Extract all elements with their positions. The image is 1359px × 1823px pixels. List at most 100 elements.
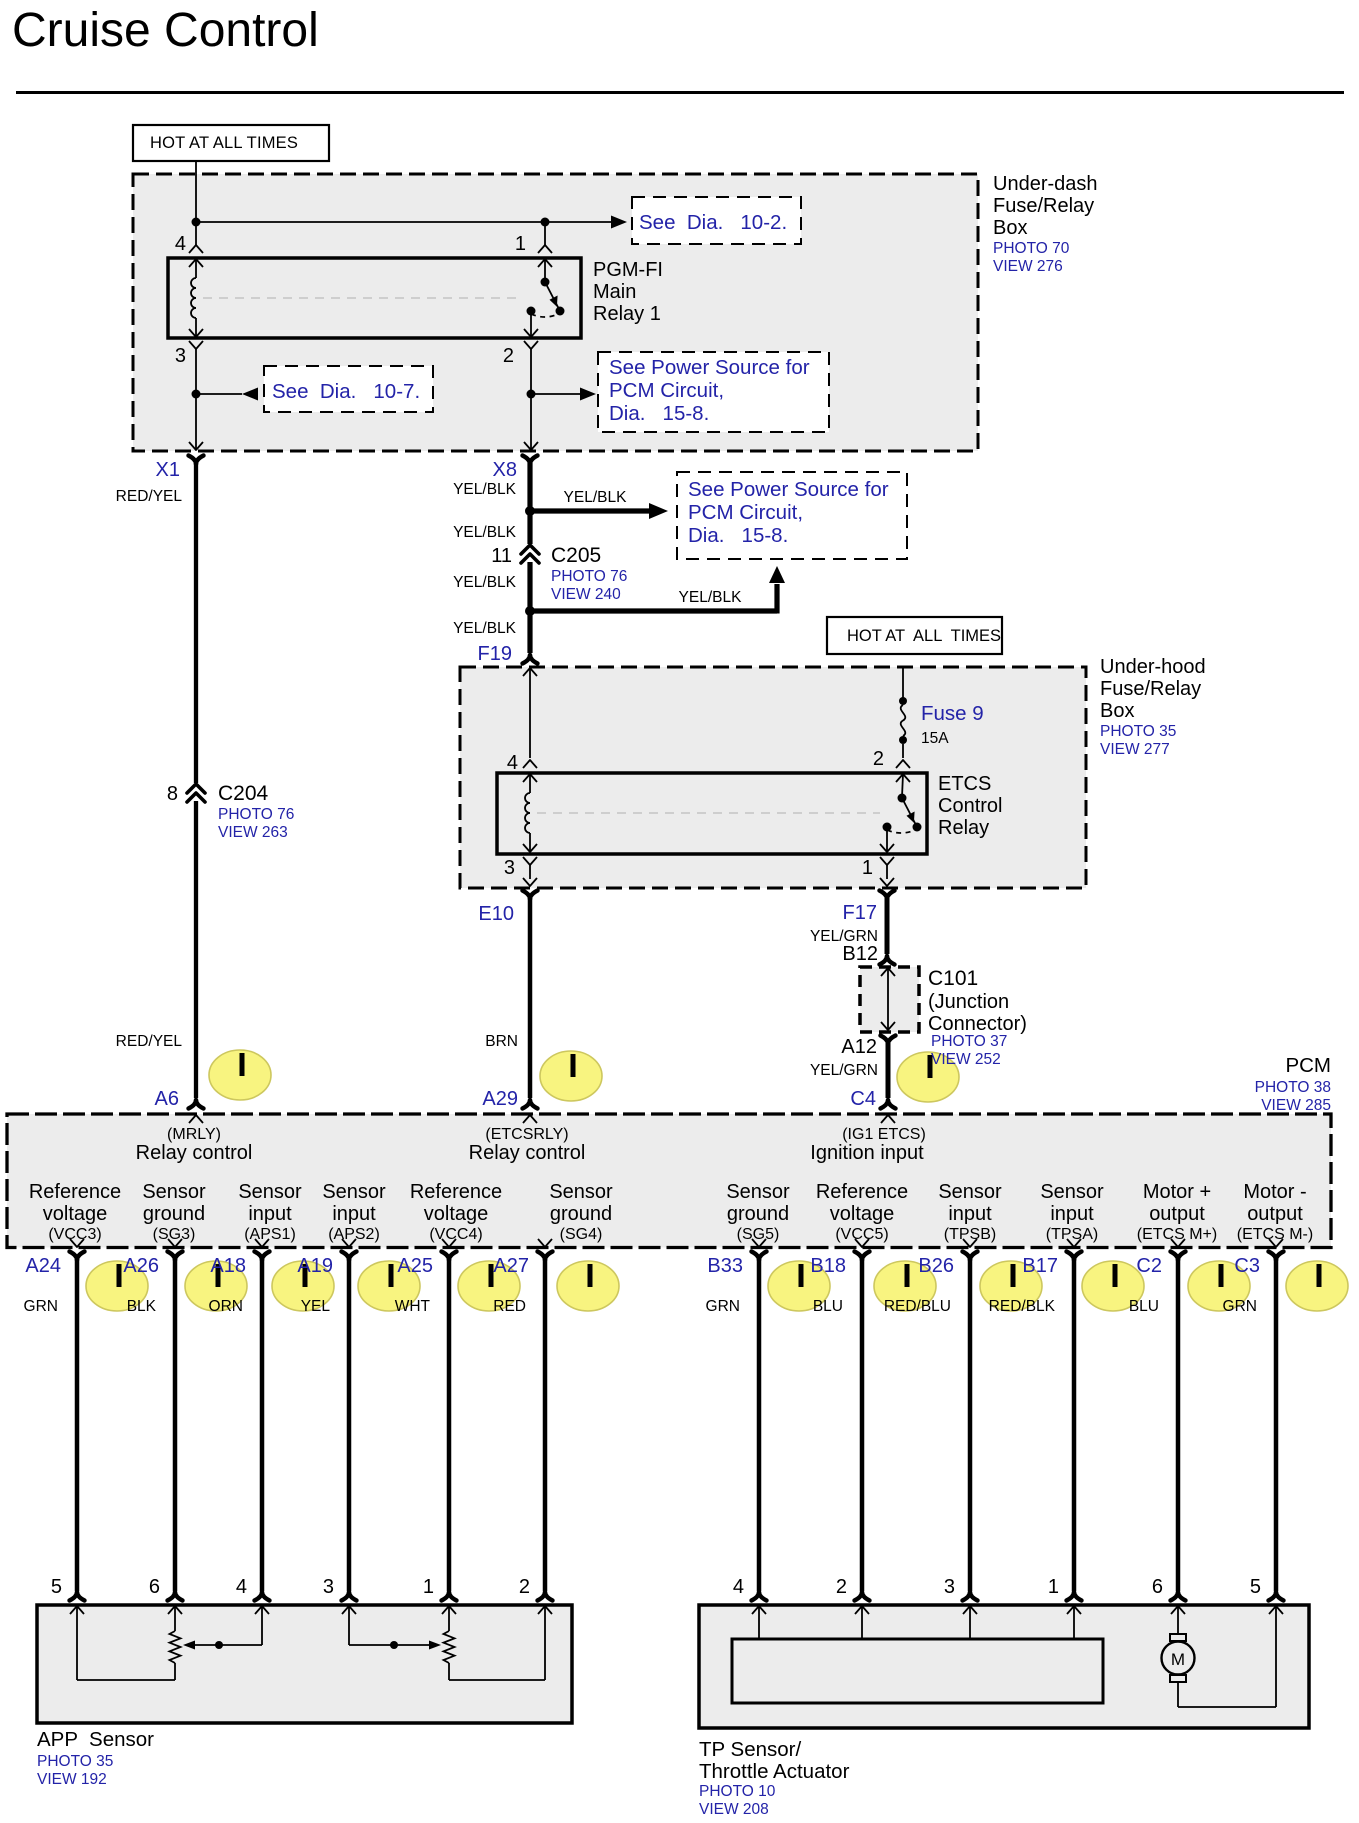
- svg-text:3: 3: [323, 1576, 334, 1598]
- svg-text:X8: X8: [493, 459, 517, 481]
- svg-text:1: 1: [423, 1576, 434, 1598]
- svg-text:E10: E10: [478, 903, 514, 925]
- svg-text:A18: A18: [210, 1255, 246, 1277]
- svg-text:(IG1 ETCS): (IG1 ETCS): [842, 1126, 926, 1143]
- svg-text:RED/BLU: RED/BLU: [884, 1298, 951, 1315]
- svg-text:Sensor: Sensor: [142, 1181, 206, 1203]
- svg-text:VIEW 285: VIEW 285: [1261, 1097, 1331, 1114]
- svg-text:(MRLY): (MRLY): [167, 1126, 221, 1143]
- svg-text:(ETCSRLY): (ETCSRLY): [485, 1126, 568, 1143]
- svg-text:RED/BLK: RED/BLK: [989, 1298, 1056, 1315]
- svg-text:PHOTO 76: PHOTO 76: [218, 806, 294, 823]
- svg-text:Fuse/Relay: Fuse/Relay: [993, 195, 1094, 217]
- svg-text:3: 3: [944, 1576, 955, 1598]
- svg-text:2: 2: [503, 345, 514, 367]
- svg-text:3: 3: [504, 857, 515, 879]
- svg-text:11: 11: [491, 545, 512, 567]
- svg-text:VIEW 263: VIEW 263: [218, 824, 288, 841]
- svg-text:Connector): Connector): [928, 1013, 1027, 1035]
- svg-text:1: 1: [1048, 1576, 1059, 1598]
- svg-text:4: 4: [733, 1576, 744, 1598]
- svg-text:Dia. 15-8.: Dia. 15-8.: [688, 524, 788, 547]
- svg-text:(APS2): (APS2): [328, 1226, 380, 1243]
- svg-text:Relay: Relay: [938, 817, 989, 839]
- svg-text:Relay 1: Relay 1: [593, 303, 661, 325]
- svg-text:ETCS: ETCS: [938, 773, 991, 795]
- svg-text:input: input: [1050, 1203, 1094, 1225]
- svg-text:ground: ground: [143, 1203, 205, 1225]
- svg-text:A29: A29: [482, 1088, 518, 1110]
- svg-text:RED/YEL: RED/YEL: [116, 1033, 183, 1050]
- svg-text:input: input: [948, 1203, 992, 1225]
- svg-text:6: 6: [1152, 1576, 1163, 1598]
- svg-text:(APS1): (APS1): [244, 1226, 296, 1243]
- svg-text:VIEW 252: VIEW 252: [931, 1051, 1001, 1068]
- svg-text:Reference: Reference: [29, 1181, 121, 1203]
- svg-text:PHOTO 70: PHOTO 70: [993, 240, 1070, 257]
- svg-text:A12: A12: [841, 1036, 877, 1058]
- svg-text:5: 5: [51, 1576, 62, 1598]
- svg-text:B17: B17: [1022, 1255, 1058, 1277]
- svg-text:See Dia. 10-2.: See Dia. 10-2.: [639, 211, 787, 234]
- svg-text:Dia. 15-8.: Dia. 15-8.: [609, 402, 709, 425]
- svg-text:Relay control: Relay control: [469, 1142, 586, 1164]
- svg-text:Box: Box: [993, 217, 1027, 239]
- svg-text:PHOTO 10: PHOTO 10: [699, 1783, 776, 1800]
- svg-text:Sensor: Sensor: [938, 1181, 1002, 1203]
- svg-text:Main: Main: [593, 281, 636, 303]
- svg-text:2: 2: [836, 1576, 847, 1598]
- svg-text:YEL/BLK: YEL/BLK: [453, 574, 517, 591]
- svg-text:Under-dash: Under-dash: [993, 173, 1098, 195]
- svg-text:output: output: [1149, 1203, 1205, 1225]
- svg-text:YEL/BLK: YEL/BLK: [564, 489, 628, 506]
- svg-text:YEL/GRN: YEL/GRN: [810, 1062, 878, 1079]
- svg-text:GRN: GRN: [706, 1298, 740, 1315]
- svg-text:BLU: BLU: [813, 1298, 843, 1315]
- svg-text:HOT AT ALL TIMES: HOT AT ALL TIMES: [150, 134, 298, 152]
- svg-text:M: M: [1171, 1650, 1185, 1669]
- svg-text:X1: X1: [156, 459, 180, 481]
- svg-text:PHOTO 35: PHOTO 35: [1100, 723, 1176, 740]
- svg-text:YEL/BLK: YEL/BLK: [453, 524, 517, 541]
- svg-text:A6: A6: [155, 1088, 179, 1110]
- svg-text:YEL/GRN: YEL/GRN: [810, 928, 878, 945]
- svg-text:(VCC5): (VCC5): [835, 1226, 888, 1243]
- svg-text:2: 2: [519, 1576, 530, 1598]
- svg-text:VIEW 240: VIEW 240: [551, 586, 621, 603]
- svg-text:4: 4: [236, 1576, 247, 1598]
- svg-text:B18: B18: [810, 1255, 846, 1277]
- svg-text:5: 5: [1250, 1576, 1261, 1598]
- svg-text:B26: B26: [918, 1255, 954, 1277]
- svg-text:output: output: [1247, 1203, 1303, 1225]
- svg-text:(VCC3): (VCC3): [48, 1226, 101, 1243]
- svg-text:RED: RED: [493, 1298, 526, 1315]
- svg-text:HOT AT ALL TIMES: HOT AT ALL TIMES: [847, 627, 1001, 645]
- svg-text:voltage: voltage: [830, 1203, 895, 1225]
- svg-text:GRN: GRN: [1223, 1298, 1257, 1315]
- svg-text:Box: Box: [1100, 700, 1134, 722]
- svg-text:A19: A19: [297, 1255, 333, 1277]
- svg-text:15A: 15A: [921, 730, 949, 747]
- svg-text:4: 4: [507, 752, 518, 774]
- svg-text:See Power Source for: See Power Source for: [688, 478, 889, 501]
- svg-text:3: 3: [175, 345, 186, 367]
- svg-text:TP Sensor/: TP Sensor/: [699, 1738, 801, 1761]
- svg-text:C101: C101: [928, 967, 978, 990]
- svg-text:Motor -: Motor -: [1243, 1181, 1306, 1203]
- svg-text:Reference: Reference: [410, 1181, 502, 1203]
- svg-text:Sensor: Sensor: [322, 1181, 386, 1203]
- svg-text:input: input: [332, 1203, 376, 1225]
- svg-text:Sensor: Sensor: [1040, 1181, 1104, 1203]
- svg-text:ground: ground: [550, 1203, 612, 1225]
- svg-text:BLU: BLU: [1129, 1298, 1159, 1315]
- svg-text:Sensor: Sensor: [726, 1181, 790, 1203]
- svg-text:8: 8: [167, 783, 178, 805]
- svg-text:F19: F19: [478, 643, 512, 665]
- svg-text:Motor +: Motor +: [1143, 1181, 1211, 1203]
- svg-text:C3: C3: [1234, 1255, 1260, 1277]
- svg-text:A26: A26: [123, 1255, 159, 1277]
- svg-text:VIEW 277: VIEW 277: [1100, 741, 1170, 758]
- svg-text:C205: C205: [551, 544, 601, 567]
- svg-text:C204: C204: [218, 782, 269, 805]
- svg-text:voltage: voltage: [424, 1203, 489, 1225]
